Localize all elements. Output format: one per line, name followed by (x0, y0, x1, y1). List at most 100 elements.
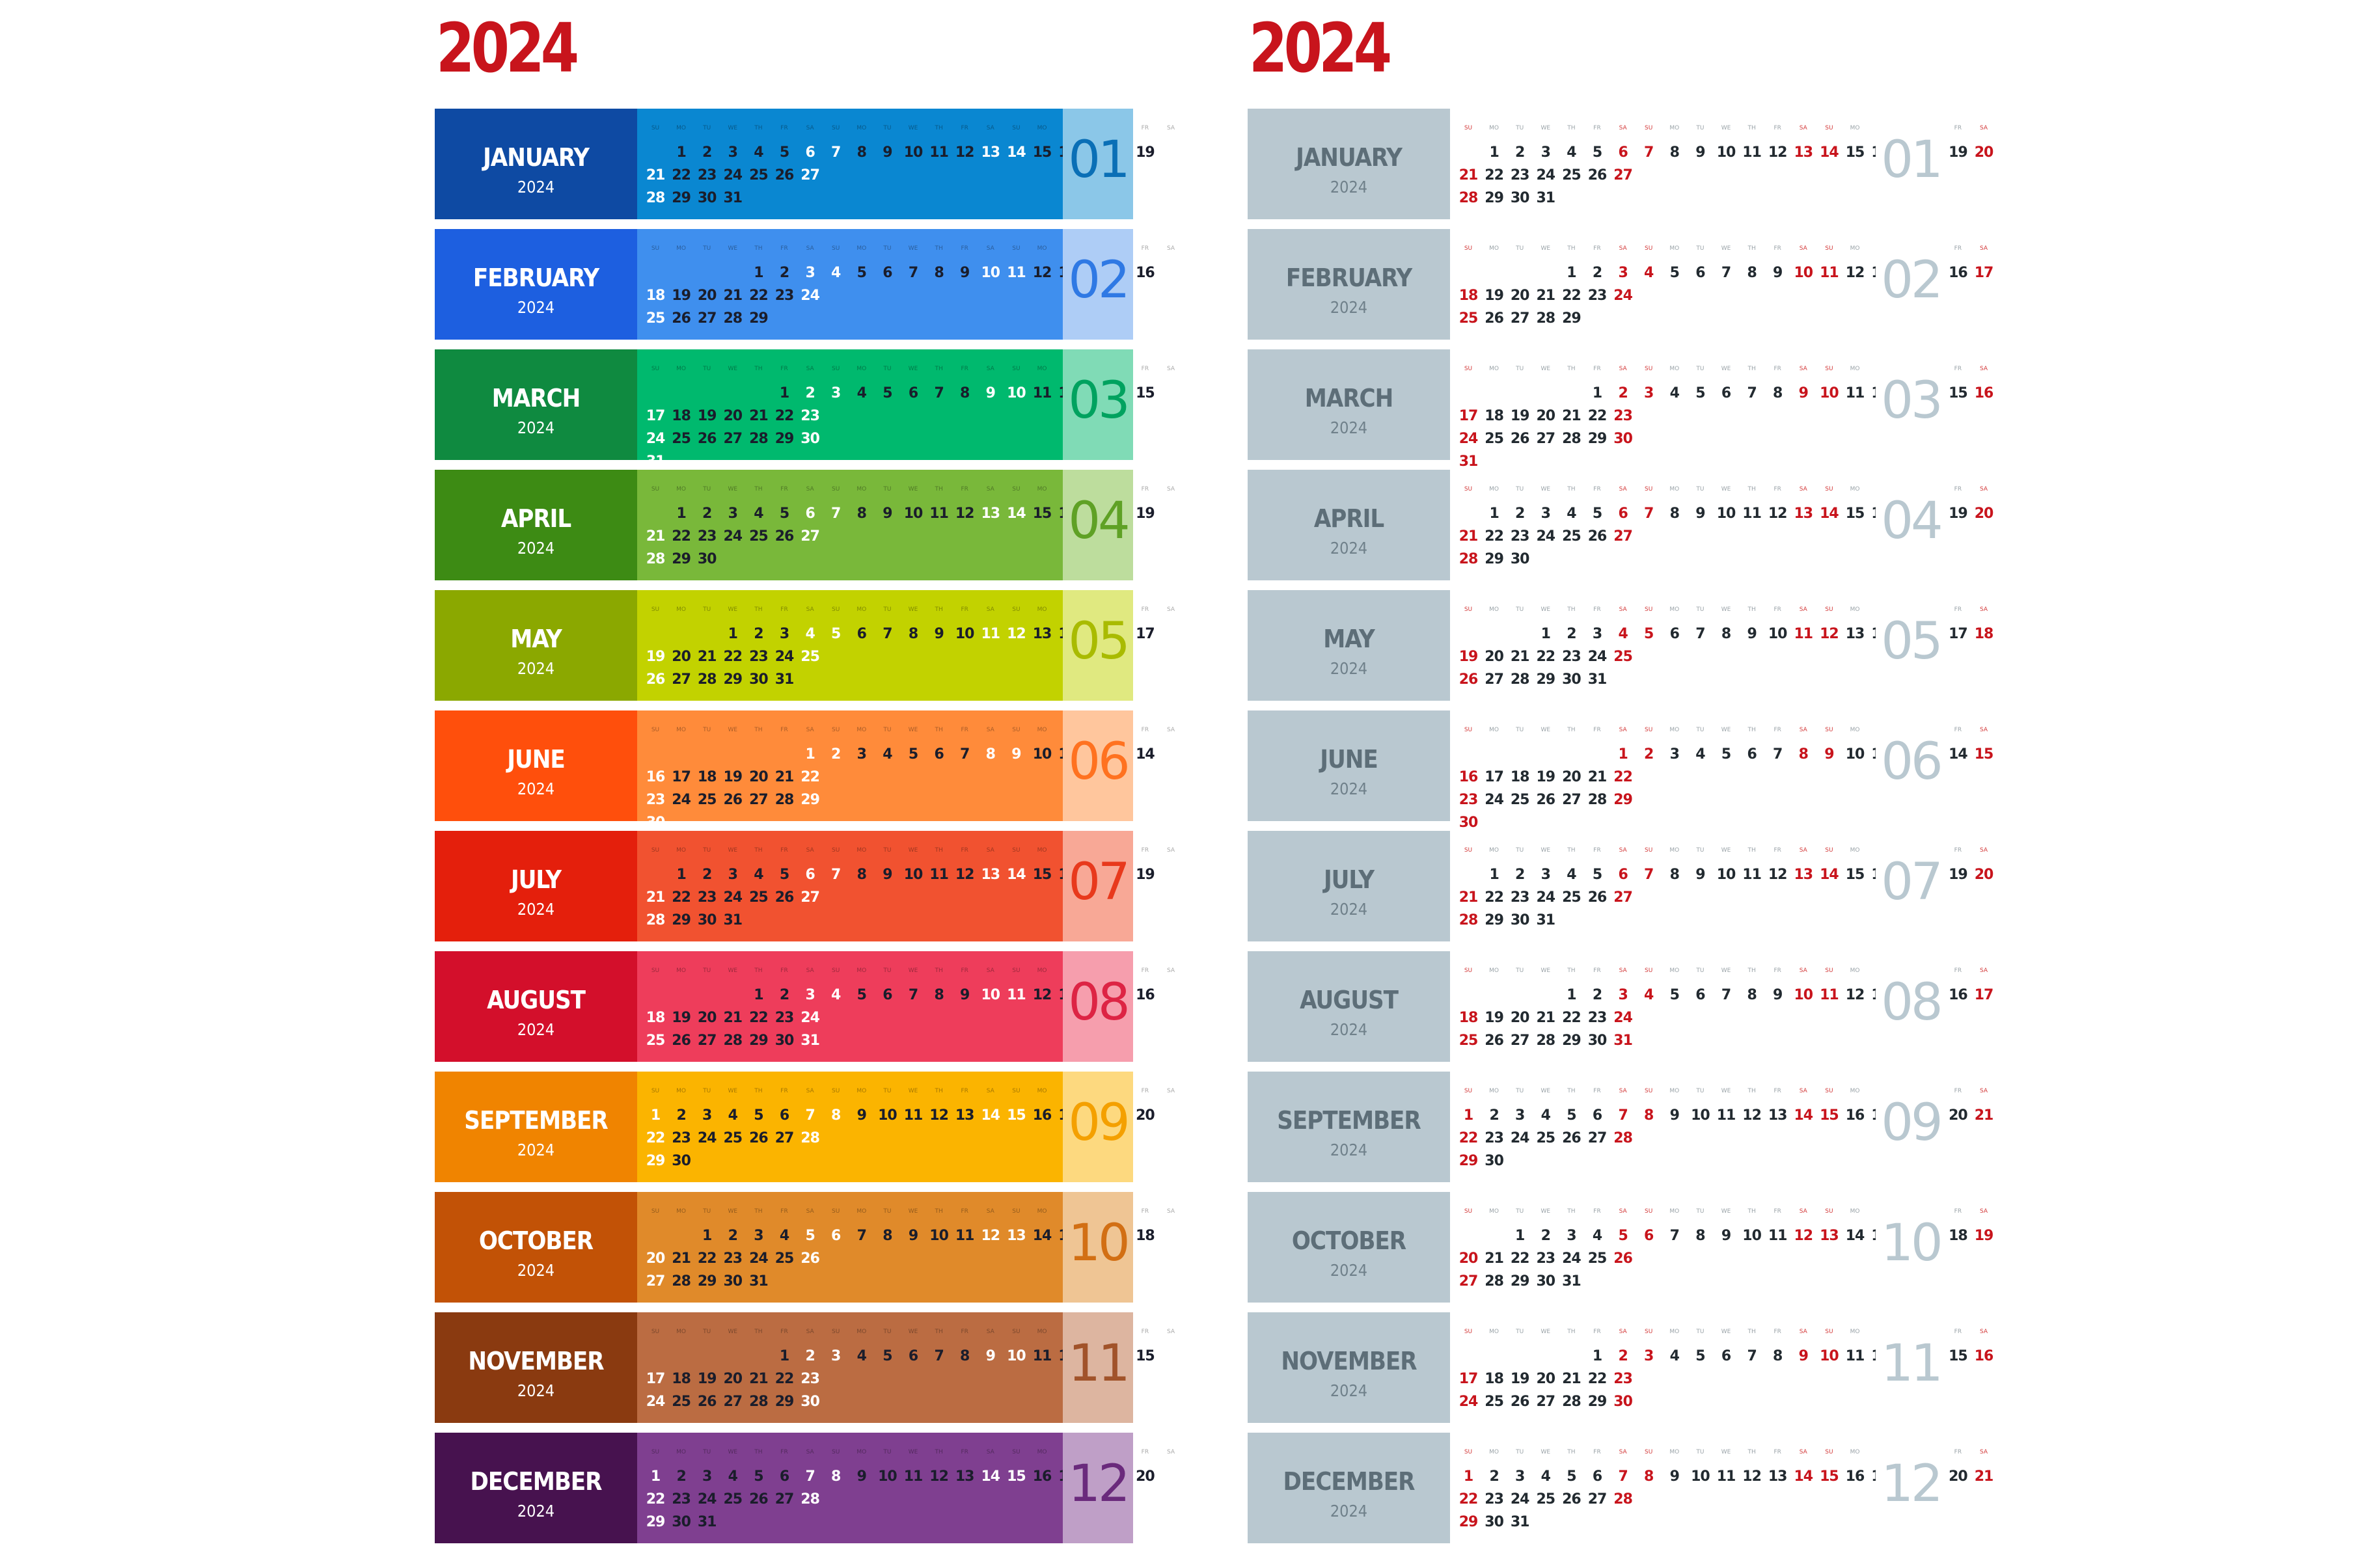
weekday-label: SU (832, 1329, 840, 1335)
day-number: 13 (981, 506, 1000, 522)
day-number: 12 (929, 1468, 949, 1485)
weekday-label: FR (1773, 1329, 1781, 1335)
day-number: 11 (903, 1107, 924, 1124)
weekday-label: SU (832, 847, 840, 854)
day-number: 24 (1458, 1394, 1479, 1410)
weekday-label: TH (935, 486, 943, 493)
weekday-label: FR (1773, 847, 1781, 854)
day-number: 26 (774, 528, 795, 545)
day-number: 26 (801, 1250, 820, 1267)
day-number: 11 (1716, 1468, 1736, 1485)
day-number: 9 (960, 265, 970, 281)
day-number: 7 (1747, 1348, 1757, 1364)
month-number-panel: 02 (1876, 229, 1946, 340)
day-number: 23 (1613, 408, 1633, 424)
weekday-label: SU (1645, 847, 1653, 854)
day-number: 1 (676, 144, 686, 161)
weekday-label: SU (1645, 486, 1653, 493)
day-number: 20 (1510, 1010, 1530, 1026)
day-number: 26 (1485, 310, 1504, 327)
weekday-label: TH (1567, 366, 1576, 372)
day-number: 13 (1768, 1468, 1788, 1485)
weekday-label: MO (1489, 1449, 1499, 1455)
day-number: 3 (728, 867, 738, 883)
day-number: 12 (1768, 506, 1788, 522)
day-number: 10 (1032, 746, 1052, 763)
day-number: 1 (1567, 987, 1576, 1003)
day-number: 28 (1485, 1273, 1504, 1290)
weekday-label: WE (908, 366, 918, 372)
day-number: 25 (749, 167, 769, 183)
weekday-label: MO (1850, 486, 1860, 493)
weekday-label: MO (676, 1088, 687, 1094)
day-number: 23 (1510, 528, 1530, 545)
day-number: 7 (1695, 626, 1705, 642)
day-number: 23 (1485, 1491, 1504, 1507)
day-number: 7 (1747, 385, 1757, 401)
day-number: 13 (955, 1107, 975, 1124)
weekday-label: MO (1669, 1449, 1680, 1455)
weekday-label: WE (1541, 967, 1551, 974)
day-number: 3 (1541, 144, 1551, 161)
weekday-label: SU (1464, 727, 1473, 733)
weekday-label: TH (1567, 245, 1576, 252)
weekday-label: MO (1037, 727, 1047, 733)
weekday-label: TU (1696, 366, 1705, 372)
day-number: 17 (1458, 1371, 1479, 1387)
weekday-label: FR (1954, 1208, 1962, 1215)
day-number: 18 (672, 1371, 691, 1387)
weekday-label: SU (1645, 1088, 1653, 1094)
day-number: 13 (1820, 1228, 1839, 1244)
day-number: 3 (831, 1348, 841, 1364)
month-year: 2024 (1330, 1381, 1368, 1400)
day-number: 5 (805, 1228, 815, 1244)
day-number: 18 (646, 288, 666, 304)
day-number: 11 (929, 506, 949, 522)
day-number: 22 (1587, 408, 1608, 424)
month-year: 2024 (517, 298, 555, 317)
day-number: 27 (774, 1130, 795, 1146)
weekday-label: MO (1037, 1208, 1047, 1215)
weekday-label: MO (856, 486, 867, 493)
weekday-label: WE (728, 847, 738, 854)
month-number-panel: 01 (1063, 109, 1133, 219)
month-row: MARCH 2024 SU MO TU WE TH FR SA SU MO TU WE TH FR SA SU M… (1248, 349, 1993, 469)
day-number: 25 (1587, 1250, 1608, 1267)
day-number: 29 (749, 1033, 769, 1049)
weekday-label: SU (1464, 1449, 1473, 1455)
weekday-label: WE (1541, 366, 1551, 372)
month-year: 2024 (1330, 418, 1368, 437)
day-number: 23 (1562, 649, 1582, 665)
weekday-label: FR (1593, 606, 1601, 613)
day-number: 10 (1007, 1348, 1026, 1364)
day-number: 19 (1485, 288, 1504, 304)
day-number: 19 (672, 288, 691, 304)
day-number: 30 (646, 815, 666, 831)
weekday-label: FR (961, 366, 968, 372)
day-number: 6 (1618, 506, 1628, 522)
weekday-label: TU (883, 245, 892, 252)
day-number: 13 (1794, 867, 1813, 883)
day-number: 30 (749, 671, 769, 688)
weekday-label: SA (1619, 967, 1627, 974)
weekday-label: FR (1773, 1449, 1781, 1455)
weekday-label: SU (1825, 606, 1833, 613)
weekday-label: WE (728, 606, 738, 613)
day-number: 19 (1136, 144, 1155, 161)
month-number: 05 (1881, 612, 1943, 671)
day-number: 8 (856, 867, 867, 883)
day-number: 30 (697, 551, 717, 567)
day-number: 4 (856, 385, 867, 401)
weekday-label: FR (1141, 967, 1149, 974)
days-panel: SUMOTUWETHFRSASUMOTUWETHFRSASUMOTUWETHFR… (637, 470, 1181, 580)
day-number: 9 (1773, 987, 1783, 1003)
day-number: 15 (1820, 1107, 1839, 1124)
day-number: 11 (1007, 987, 1026, 1003)
day-number: 2 (1618, 385, 1628, 401)
day-number: 4 (1669, 385, 1680, 401)
weekday-label: WE (728, 1329, 738, 1335)
day-number: 20 (1510, 288, 1530, 304)
month-row: AUGUST 2024 SU MO TU WE TH FR SA SU MO TU WE TH FR SA SU… (1248, 951, 1993, 1062)
day-number: 4 (1541, 1468, 1551, 1485)
weekday-label: SA (1799, 1329, 1807, 1335)
